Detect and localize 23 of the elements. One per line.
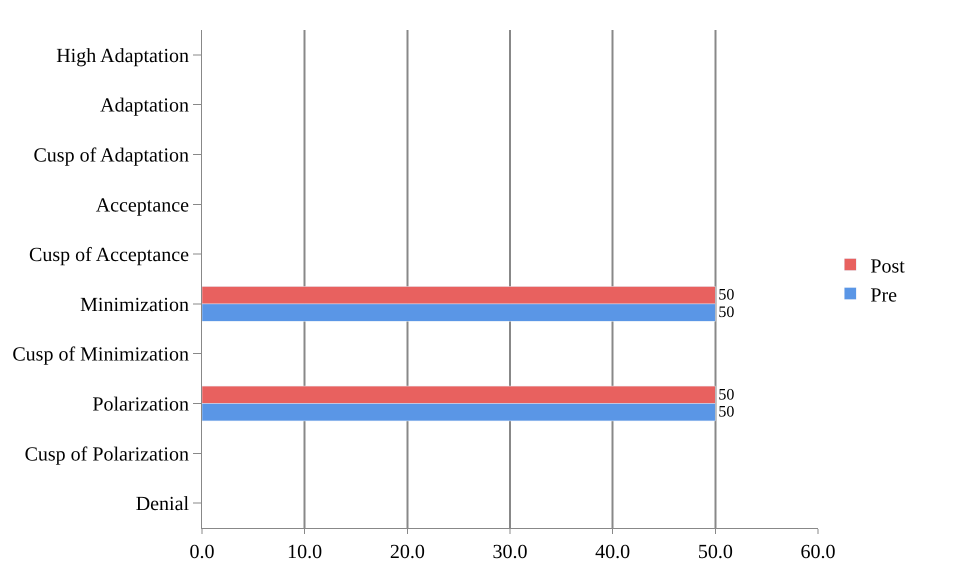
y-tick-label: Cusp of Adaptation xyxy=(33,144,189,166)
data-label: 50 xyxy=(718,304,734,322)
legend-label: Pre xyxy=(870,284,898,306)
x-tick-label: 0.0 xyxy=(190,541,214,563)
y-tick-label: Polarization xyxy=(92,394,189,416)
x-tick-label: 40.0 xyxy=(595,541,630,563)
legend-label: Post xyxy=(870,255,906,278)
y-tick-label: Cusp of Acceptance xyxy=(29,244,190,266)
data-label: 50 xyxy=(718,404,734,421)
y-tick-label: Cusp of Minimization xyxy=(12,344,189,366)
y-tick-label: Adaptation xyxy=(100,94,189,117)
x-tick-label: 60.0 xyxy=(800,541,836,563)
y-tick-label: Acceptance xyxy=(96,194,190,216)
y-tick-label: High Adaptation xyxy=(56,44,189,67)
x-tick-label: 30.0 xyxy=(492,541,528,563)
x-tick-label: 50.0 xyxy=(698,541,733,563)
x-tick-label: 20.0 xyxy=(390,541,425,563)
y-tick-label: Denial xyxy=(136,493,190,516)
x-tick-label: 10.0 xyxy=(287,541,322,563)
data-label: 50 xyxy=(718,286,734,304)
y-tick-label: Cusp of Polarization xyxy=(24,443,189,466)
y-tick-label: Minimization xyxy=(80,294,189,316)
data-label: 50 xyxy=(718,386,734,404)
